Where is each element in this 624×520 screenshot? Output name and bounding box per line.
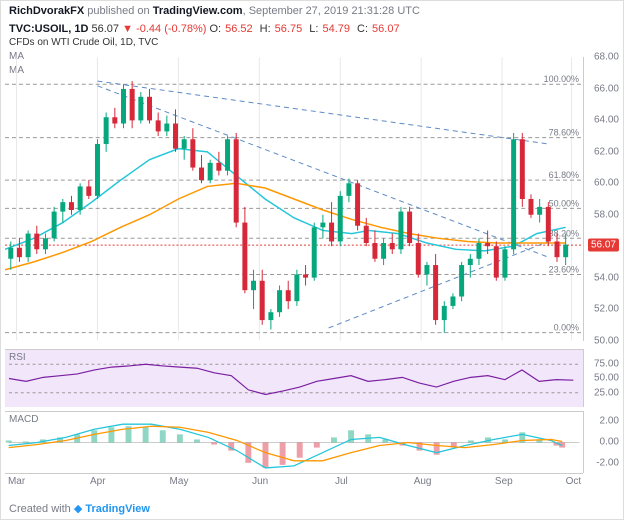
svg-text:50.00%: 50.00% [549, 198, 579, 208]
l-val: 54.79 [322, 23, 350, 35]
change-pct: (-0.78%) [164, 23, 206, 35]
symbol-line: TVC:USOIL, 1D 56.07 ▼ -0.44 (-0.78%) O: 5… [1, 21, 623, 37]
main-chart[interactable]: 0.00%23.60%38.20%50.00%61.80%78.60%100.0… [5, 57, 583, 341]
ohlc: O: 56.52 H: 56.75 L: 54.79 C: 56.07 [209, 23, 403, 35]
chart-title: CFDs on WTI Crude Oil, 1D, TVC [1, 37, 623, 50]
macd-svg [5, 412, 583, 473]
ticker: TVC:USOIL, 1D [9, 23, 88, 35]
macd-label: MACD [9, 414, 38, 425]
published-label: published on [87, 5, 149, 17]
rsi-label: RSI [9, 352, 26, 363]
c-label: C: [357, 23, 368, 35]
svg-text:100.00%: 100.00% [544, 74, 579, 84]
c-val: 56.07 [372, 23, 400, 35]
datetime: September 27, 2019 21:31:28 UTC [249, 5, 420, 17]
svg-text:23.60%: 23.60% [549, 264, 579, 274]
xaxis: MarAprMayJunJulAugSepOct [5, 473, 583, 489]
header: RichDvorakFX published on TradingView.co… [1, 1, 623, 21]
chart-container: RichDvorakFX published on TradingView.co… [0, 0, 624, 520]
tv-logo-icon: ◆ [74, 503, 82, 515]
macd-panel[interactable]: MACD [5, 411, 583, 473]
last-price: 56.07 [92, 23, 120, 35]
h-val: 56.75 [275, 23, 303, 35]
change: -0.44 [136, 23, 161, 35]
footer-brand: TradingView [85, 503, 150, 515]
svg-text:78.60%: 78.60% [549, 128, 579, 138]
arrow-icon: ▼ [122, 23, 133, 35]
svg-text:0.00%: 0.00% [554, 323, 579, 333]
h-label: H: [260, 23, 271, 35]
footer-prefix: Created with [9, 503, 71, 515]
l-label: L: [309, 23, 318, 35]
svg-text:61.80%: 61.80% [549, 170, 579, 180]
yaxis-rsi: 25.0050.0075.00 [583, 349, 623, 407]
yaxis-macd: -2.000.002.00 [583, 411, 623, 473]
rsi-panel[interactable]: RSI [5, 349, 583, 407]
o-val: 56.52 [225, 23, 253, 35]
footer: Created with ◆ TradingView [9, 502, 150, 515]
site: TradingView.com [153, 5, 243, 17]
rsi-svg [5, 350, 583, 407]
yaxis-main: 50.0052.0054.0056.0058.0060.0062.0064.00… [583, 57, 623, 341]
main-svg: 0.00%23.60%38.20%50.00%61.80%78.60%100.0… [5, 57, 583, 341]
o-label: O: [209, 23, 221, 35]
author: RichDvorakFX [9, 5, 84, 17]
